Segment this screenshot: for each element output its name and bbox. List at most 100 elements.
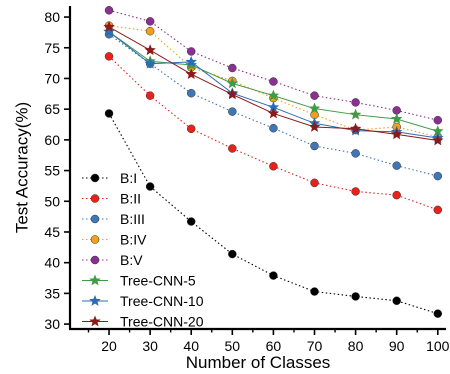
x-tick-label: 60 xyxy=(266,338,282,354)
data-point xyxy=(267,89,280,101)
data-point xyxy=(104,6,114,15)
data-point xyxy=(103,25,115,37)
data-point xyxy=(351,149,360,158)
data-point xyxy=(226,88,239,100)
x-tick-label: 20 xyxy=(101,338,117,354)
data-point xyxy=(433,171,443,181)
y-tick-label: 50 xyxy=(44,193,60,209)
y-tick-label: 75 xyxy=(44,40,60,56)
data-point xyxy=(145,26,155,36)
y-tick-label: 40 xyxy=(44,255,60,271)
y-axis-title: Test Accuracy(%) xyxy=(12,102,31,233)
data-point xyxy=(310,91,319,100)
data-point xyxy=(351,98,360,107)
series-b-ii xyxy=(104,52,443,215)
y-tick-label: 45 xyxy=(44,224,60,240)
y-tick-label: 80 xyxy=(44,9,60,25)
x-tick-label: 100 xyxy=(426,338,450,354)
legend-marker xyxy=(90,214,100,224)
x-tick-label: 40 xyxy=(183,338,199,354)
legend-item-b-v: B:V xyxy=(82,252,143,268)
legend-item-tree-cnn-5: Tree-CNN-5 xyxy=(82,273,196,289)
legend-item-b-i: B:I xyxy=(82,170,137,186)
data-point xyxy=(186,47,196,56)
legend-label: Tree-CNN-5 xyxy=(120,273,196,289)
series-b-v xyxy=(104,6,443,125)
data-point xyxy=(228,107,237,116)
data-point xyxy=(145,182,155,191)
legend-marker xyxy=(89,274,101,286)
data-point xyxy=(104,52,114,61)
data-point xyxy=(145,17,155,26)
data-point xyxy=(228,249,237,259)
legend-item-tree-cnn-10: Tree-CNN-10 xyxy=(82,293,204,309)
legend-item-b-ii: B:II xyxy=(82,191,141,207)
legend-label: B:V xyxy=(120,252,143,268)
legend-label: Tree-CNN-10 xyxy=(120,293,204,309)
data-point xyxy=(433,205,443,215)
legend-marker xyxy=(90,235,100,244)
axes-layer: 20 30 40 50 60 70 80 90 100 30 35 40 45 50 55 60 65 70 75 8… xyxy=(44,6,450,354)
x-tick-label: 30 xyxy=(142,338,158,354)
legend-label: Tree-CNN-20 xyxy=(120,314,204,330)
legend-marker xyxy=(89,294,101,306)
legend-marker xyxy=(90,173,100,183)
x-tick-label: 70 xyxy=(307,338,323,354)
data-point xyxy=(186,217,196,226)
y-tick-label: 55 xyxy=(44,163,60,179)
data-point xyxy=(103,20,115,32)
data-point xyxy=(390,112,403,124)
series-b-iii xyxy=(104,29,443,181)
x-tick-label: 90 xyxy=(389,338,405,354)
legend-item-tree-cnn-20: Tree-CNN-20 xyxy=(82,314,204,330)
data-point xyxy=(310,178,319,188)
data-point xyxy=(185,68,197,80)
series-layer xyxy=(103,6,444,318)
legend-marker xyxy=(89,315,101,327)
data-point xyxy=(433,115,443,125)
legend-label: B:II xyxy=(120,191,141,207)
x-tick-label: 50 xyxy=(225,338,241,354)
data-point xyxy=(310,141,319,151)
y-tick-label: 70 xyxy=(44,70,60,86)
data-point xyxy=(351,292,360,301)
data-point xyxy=(228,144,237,153)
y-tick-label: 30 xyxy=(44,316,60,332)
data-point xyxy=(228,63,237,73)
data-point xyxy=(392,190,401,200)
data-point xyxy=(349,122,362,134)
legend-label: B:IV xyxy=(120,232,147,248)
y-tick-label: 60 xyxy=(44,132,60,148)
legend-marker xyxy=(90,194,100,203)
data-point xyxy=(186,124,196,134)
x-tick-label: 80 xyxy=(348,338,364,354)
data-point xyxy=(186,88,196,98)
data-point xyxy=(308,120,321,132)
legend: B:I B:II B:III B:IV B:V Tree-CNN-5 Tree-CNN-10… xyxy=(82,170,204,330)
data-point xyxy=(432,134,444,146)
data-point xyxy=(145,91,155,100)
data-point xyxy=(390,128,403,140)
legend-label: B:III xyxy=(120,211,145,227)
y-tick-label: 65 xyxy=(44,101,60,117)
data-point xyxy=(433,309,443,318)
data-point xyxy=(269,162,278,171)
data-point xyxy=(144,44,156,56)
data-point xyxy=(185,55,197,67)
series-b-i xyxy=(104,109,443,318)
data-point xyxy=(351,187,360,196)
data-point xyxy=(144,57,156,69)
data-point xyxy=(349,108,362,120)
x-axis-title: Number of Classes xyxy=(186,353,331,372)
data-point xyxy=(267,107,280,119)
data-point xyxy=(226,77,239,89)
data-point xyxy=(269,77,278,86)
legend-marker xyxy=(90,255,100,265)
legend-item-b-iii: B:III xyxy=(82,211,145,227)
series-tree-cnn-20 xyxy=(103,20,444,146)
data-point xyxy=(392,161,401,170)
data-point xyxy=(310,287,319,296)
data-point xyxy=(104,109,114,118)
legend-item-b-iv: B:IV xyxy=(82,232,147,248)
